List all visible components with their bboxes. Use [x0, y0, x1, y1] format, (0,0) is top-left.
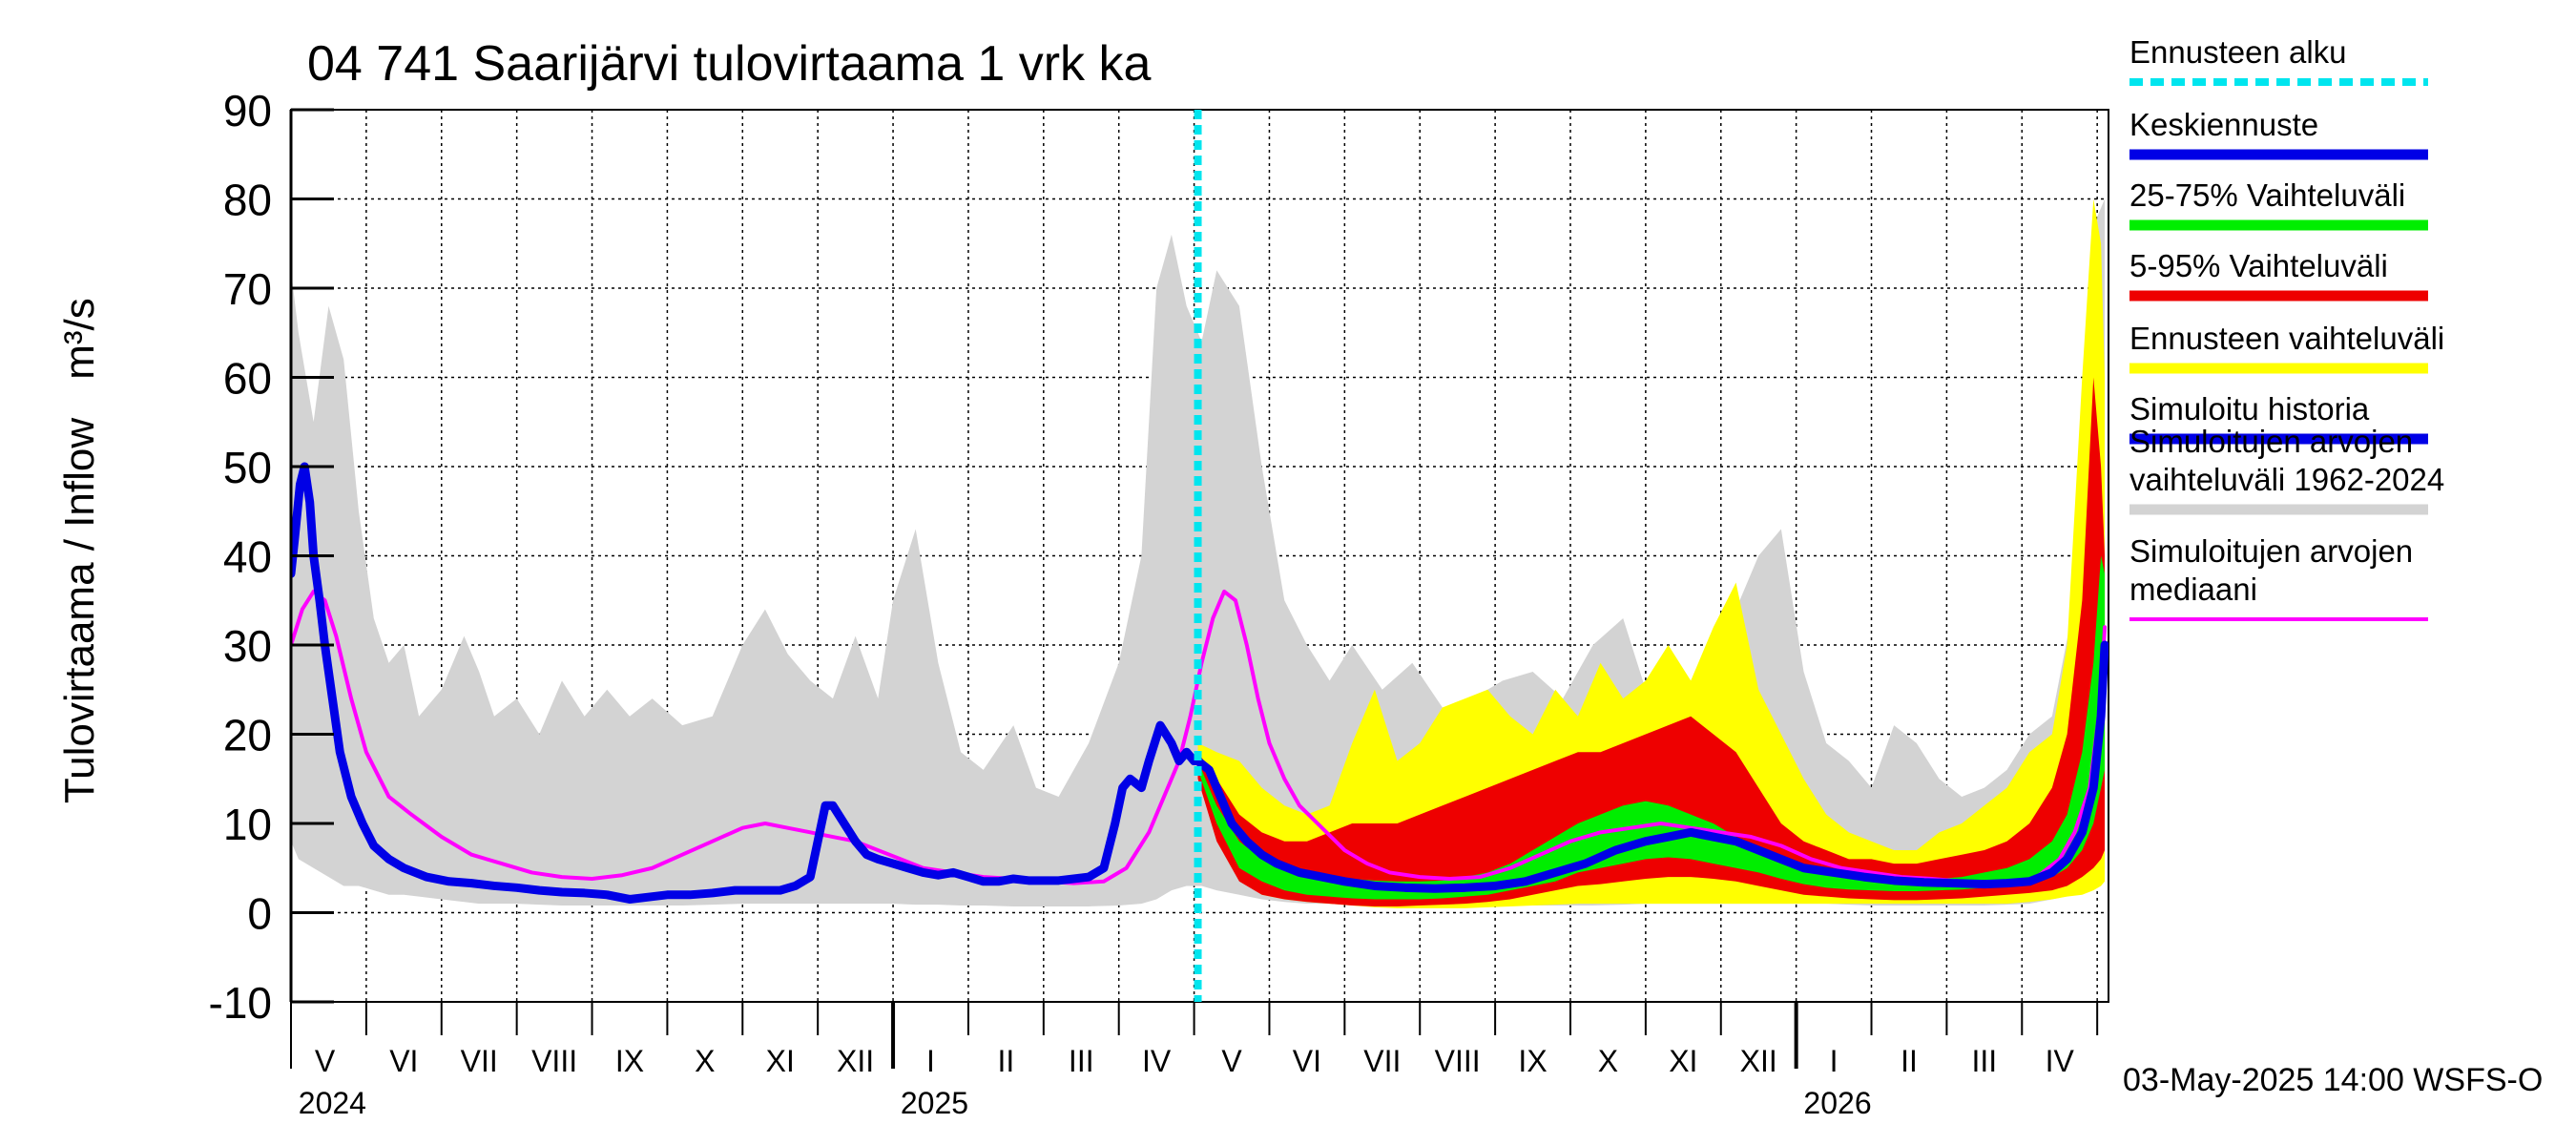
- x-month-label: VIII: [531, 1044, 577, 1078]
- x-month-label: XII: [837, 1044, 874, 1078]
- x-month-label: III: [1069, 1044, 1094, 1078]
- x-month-label: X: [1598, 1044, 1618, 1078]
- line-sim_history: [291, 462, 1203, 904]
- x-month-label: II: [1901, 1044, 1918, 1078]
- x-month-label: XI: [766, 1044, 795, 1078]
- x-month-label: IX: [1518, 1044, 1547, 1078]
- x-month-label: XII: [1740, 1044, 1777, 1078]
- x-year-label: 2025: [901, 1086, 968, 1120]
- x-month-label: IV: [1142, 1044, 1172, 1078]
- legend: Ennusteen alku Keskiennuste 25-75% Vaihtel…: [2129, 34, 2444, 621]
- x-month-label: VI: [389, 1044, 418, 1078]
- x-month-label: V: [315, 1044, 336, 1078]
- y-tick-label: 20: [223, 711, 272, 760]
- legend-label: Ennusteen alku: [2129, 34, 2347, 70]
- x-month-label: IX: [615, 1044, 644, 1078]
- legend-label: mediaani: [2129, 572, 2257, 607]
- legend-label: Ennusteen vaihteluväli: [2129, 321, 2444, 356]
- legend-label: vaihteluväli 1962-2024: [2129, 462, 2444, 497]
- legend-label: Simuloitujen arvojen: [2129, 424, 2413, 459]
- band-p5_95: [1197, 377, 2106, 906]
- y-tick-label: -10: [209, 978, 272, 1028]
- x-year-label: 2024: [299, 1086, 366, 1120]
- chart-title: 04 741 Saarijärvi tulovirtaama 1 vrk ka: [307, 36, 1151, 92]
- y-tick-label: 40: [223, 532, 272, 582]
- x-month-label: VIII: [1435, 1044, 1481, 1078]
- y-tick-label: 80: [223, 176, 272, 225]
- x-year-label: 2026: [1803, 1086, 1871, 1120]
- y-tick-label: 70: [223, 264, 272, 314]
- x-month-label: II: [997, 1044, 1014, 1078]
- x-month-label: I: [926, 1044, 935, 1078]
- x-month-label: VII: [461, 1044, 498, 1078]
- legend-label: Keskiennuste: [2129, 107, 2318, 142]
- x-month-label: IV: [2046, 1044, 2075, 1078]
- y-tick-label: 60: [223, 354, 272, 404]
- x-month-label: III: [1972, 1044, 1998, 1078]
- y-tick-label: 50: [223, 443, 272, 492]
- y-tick-label: 10: [223, 800, 272, 849]
- x-month-label: X: [695, 1044, 715, 1078]
- legend-label: 5-95% Vaihteluväli: [2129, 248, 2388, 283]
- x-month-label: I: [1830, 1044, 1839, 1078]
- band-iqr: [1197, 555, 2106, 900]
- legend-label: Simuloitu historia: [2129, 391, 2370, 427]
- y-tick-label: 30: [223, 621, 272, 671]
- x-month-label: VII: [1363, 1044, 1401, 1078]
- footer-timestamp: 03-May-2025 14:00 WSFS-O: [2123, 1062, 2543, 1098]
- y-tick-label: 0: [247, 889, 272, 939]
- x-month-label: VI: [1293, 1044, 1321, 1078]
- legend-label: 25-75% Vaihteluväli: [2129, 177, 2405, 213]
- y-tick-label: 90: [223, 86, 272, 135]
- x-month-label: XI: [1669, 1044, 1697, 1078]
- legend-label: Simuloitujen arvojen: [2129, 533, 2413, 569]
- y-axis-unit: m³/s: [56, 298, 103, 380]
- y-axis-label: Tulovirtaama / Inflow: [56, 418, 103, 804]
- line-mean_forecast: [1194, 640, 2109, 893]
- x-month-label: V: [1221, 1044, 1242, 1078]
